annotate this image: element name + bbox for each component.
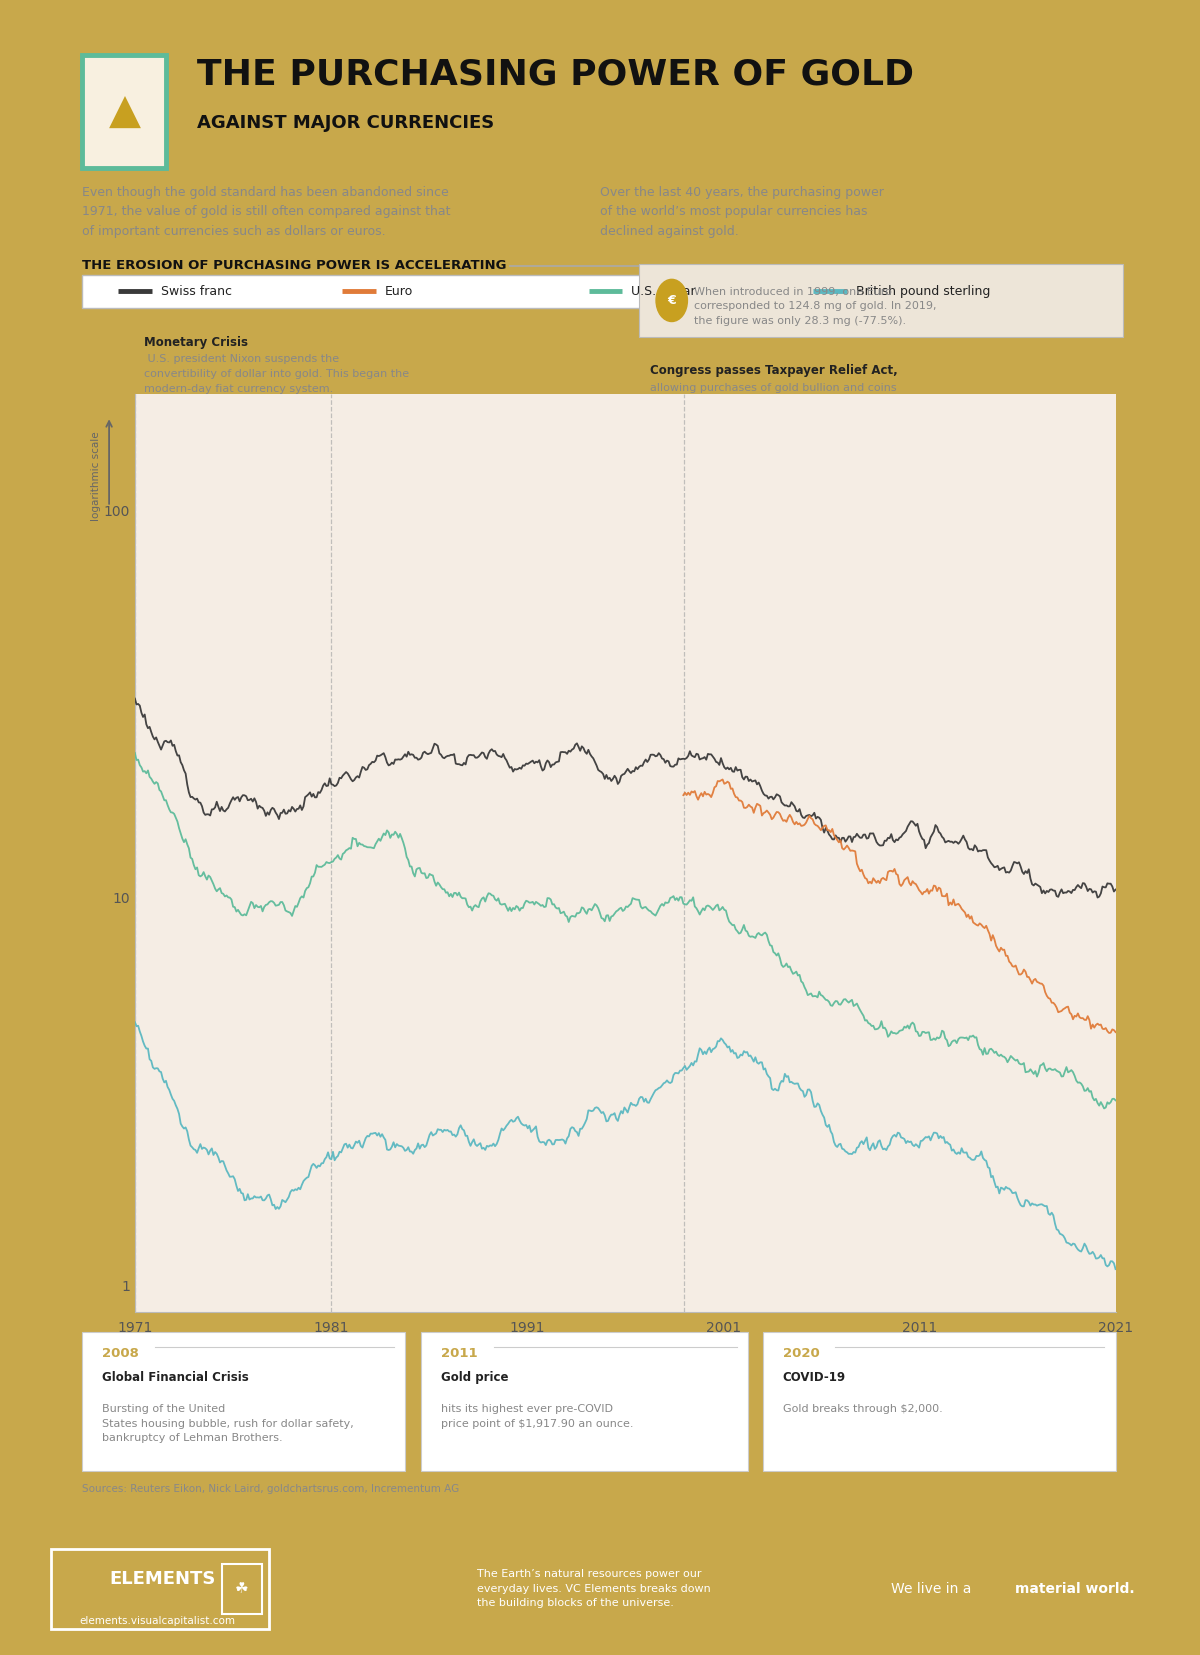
Text: funds rate to control runaway inflation.: funds rate to control runaway inflation. [314,975,533,985]
Text: 2011: 2011 [440,1347,478,1360]
Text: THE PURCHASING POWER OF GOLD: THE PURCHASING POWER OF GOLD [197,58,913,91]
Text: 1999: 1999 [650,422,686,435]
Text: U.S. dollar: U.S. dollar [631,285,696,298]
Text: 2008: 2008 [102,1347,139,1360]
Text: When introduced in 1999, one Euro
corresponded to 124.8 mg of gold. In 2019,
the: When introduced in 1999, one Euro corres… [694,286,937,326]
FancyBboxPatch shape [421,1332,748,1471]
Text: Gold price: Gold price [440,1372,509,1384]
FancyBboxPatch shape [82,1332,404,1471]
Text: convertibility of dollar into gold. This began the: convertibility of dollar into gold. This… [144,369,409,379]
Text: Swiss franc was the best performing G-10 currency,: Swiss franc was the best performing G-10… [266,439,556,449]
FancyBboxPatch shape [247,429,577,506]
Text: was the best performing G-10 currency,: was the best performing G-10 currency, [266,478,487,488]
Text: 2020: 2020 [782,1347,820,1360]
FancyBboxPatch shape [50,1549,269,1629]
Text: Oil Crisis: Oil Crisis [205,424,264,437]
Text: 15 central banks sign the CBGA,: 15 central banks sign the CBGA, [650,440,865,452]
Text: Gold breaks through $2,000.: Gold breaks through $2,000. [782,1405,942,1415]
Text: Sources: Reuters Eikon, Nick Laird, goldchartsrus.com, Incrementum AG: Sources: Reuters Eikon, Nick Laird, gold… [82,1483,460,1494]
Text: largely due to the franc’s close relationship with: largely due to the franc’s close relatio… [266,478,694,488]
Text: COVID-19: COVID-19 [782,1372,846,1384]
Text: AGAINST MAJOR CURRENCIES: AGAINST MAJOR CURRENCIES [197,114,493,132]
Text: The Earth’s natural resources power our
everyday lives. VC Elements breaks down
: The Earth’s natural resources power our … [476,1569,710,1609]
Text: British pound sterling: British pound sterling [856,285,990,298]
FancyBboxPatch shape [82,55,167,167]
Text: Euro: Euro [385,285,413,298]
Text: allowing purchases of gold bullion and coins: allowing purchases of gold bullion and c… [650,382,898,392]
Text: Monetary Crisis: Monetary Crisis [144,336,248,349]
Text: Congress passes Taxpayer Relief Act,: Congress passes Taxpayer Relief Act, [650,364,898,377]
Text: Even though the gold standard has been abandoned since
1971, the value of gold i: Even though the gold standard has been a… [82,185,451,238]
Text: which limits their combined gold sales: which limits their combined gold sales [650,458,864,468]
Text: ELEMENTS: ELEMENTS [109,1571,216,1587]
Text: 1971: 1971 [144,316,180,329]
Text: €: € [667,295,676,306]
Text: Swiss franc: Swiss franc [161,285,232,298]
Text: 1973/1974: 1973/1974 [205,407,283,419]
FancyBboxPatch shape [640,265,1123,336]
Text: elements.visualcapitalist.com: elements.visualcapitalist.com [79,1615,235,1625]
Text: gold dating back to the early 1900s.: gold dating back to the early 1900s. [266,475,468,485]
Text: Bursting of the United
States housing bubble, rush for dollar safety,
bankruptcy: Bursting of the United States housing bu… [102,1405,354,1443]
Text: material world.: material world. [1015,1582,1134,1595]
Text: to 400 tonnes per year. Euro introduced.: to 400 tonnes per year. Euro introduced. [650,473,877,483]
Text: raises the federal: raises the federal [314,957,499,967]
Text: 213%. Price of gold rises 65%.: 213%. Price of gold rises 65%. [205,442,374,452]
Text: logarithmic scale: logarithmic scale [91,432,101,521]
Text: ▲: ▲ [109,91,140,132]
Circle shape [656,280,688,321]
Text: Swiss franc: Swiss franc [266,460,342,473]
FancyBboxPatch shape [247,430,583,511]
Text: U.S. president Nixon suspends the: U.S. president Nixon suspends the [144,354,338,364]
Text: Global Financial Crisis: Global Financial Crisis [102,1372,250,1384]
Text: hits its highest ever pre-COVID
price point of $1,917.90 an ounce.: hits its highest ever pre-COVID price po… [440,1405,634,1428]
Text: by U.S. Individual Retirement Accounts.: by U.S. Individual Retirement Accounts. [650,397,871,407]
Text: ☘: ☘ [234,1581,248,1597]
Text: Oil price increases: Oil price increases [264,427,370,437]
Text: largely due to the franc’s close relationship with: largely due to the franc’s close relatio… [266,457,535,467]
Text: modern-day fiat currency system.: modern-day fiat currency system. [144,384,334,394]
Text: We live in a: We live in a [892,1582,976,1595]
Text: Fed Chairman Paul Volcker: Fed Chairman Paul Volcker [314,955,491,968]
FancyBboxPatch shape [762,1332,1116,1471]
Text: 1997: 1997 [650,346,686,359]
FancyBboxPatch shape [222,1564,262,1614]
Text: Swiss franc: Swiss franc [266,439,337,449]
Text: Over the last 40 years, the purchasing power
of the world’s most popular currenc: Over the last 40 years, the purchasing p… [600,185,884,238]
FancyBboxPatch shape [82,275,1118,308]
Text: 1979–1981: 1979–1981 [314,937,394,950]
Text: THE EROSION OF PURCHASING POWER IS ACCELERATING: THE EROSION OF PURCHASING POWER IS ACCEL… [82,260,506,273]
